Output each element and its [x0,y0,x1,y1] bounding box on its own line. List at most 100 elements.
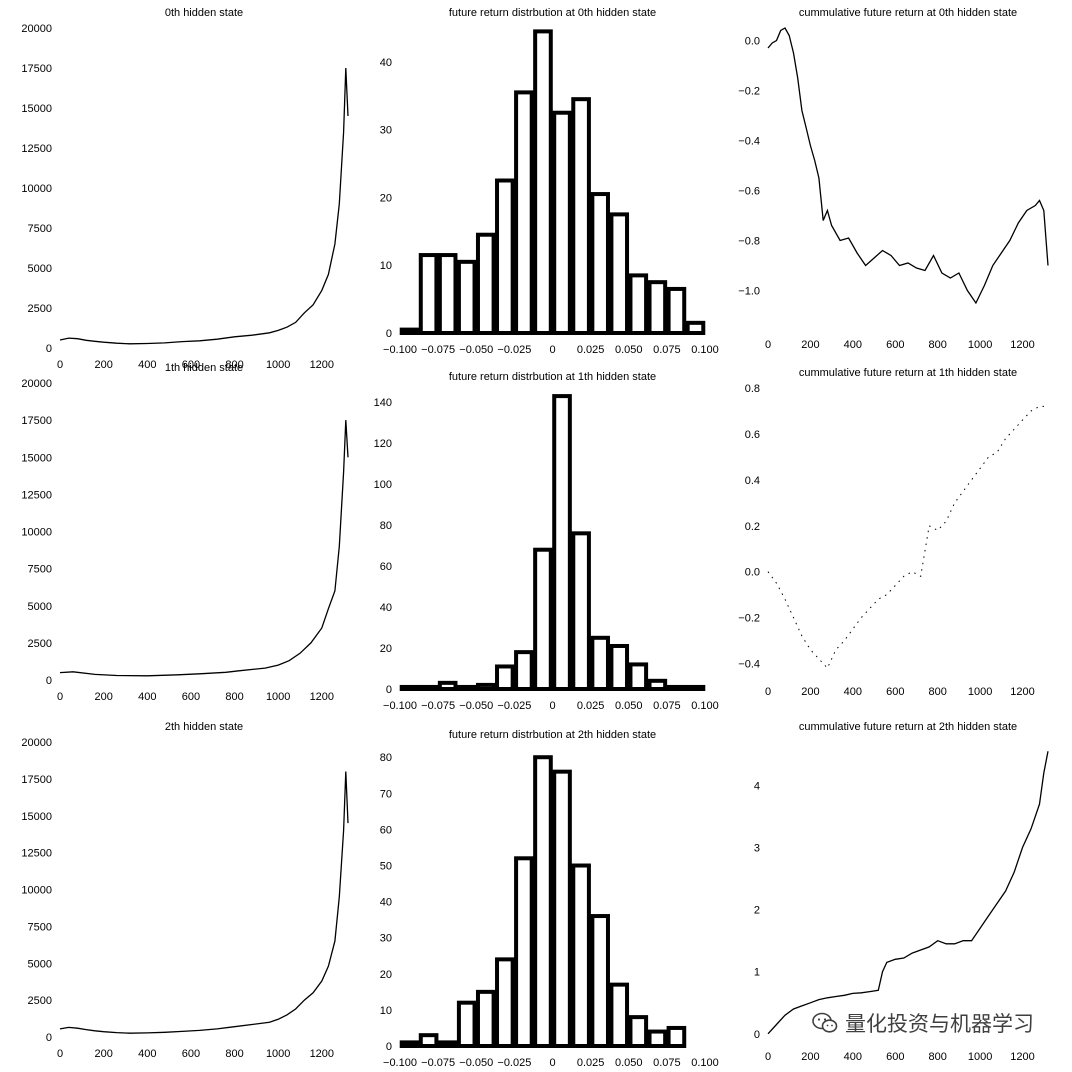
y-tick-label: 100 [374,479,392,491]
histogram-bar [418,684,439,691]
watermark-text: 量化投资与机器学习 [845,1013,1034,1036]
subplot-title: future return distrbution at 0th hidden … [449,7,656,19]
histogram-bar [552,769,572,1048]
histogram-bar [590,635,610,691]
y-tick-label: 20 [380,643,392,655]
x-tick-label: −0.075 [421,700,455,712]
x-tick-label: 400 [844,686,862,698]
histogram-bar [628,1015,649,1048]
subplot-title: 2th hidden state [165,721,243,733]
x-tick-label: 1000 [968,1051,992,1063]
x-tick-label: 1000 [266,359,290,371]
x-tick-label: 400 [844,1051,862,1063]
histogram-bar [533,29,553,336]
y-tick-label: −0.4 [738,659,760,671]
x-tick-label: 600 [886,686,904,698]
y-tick-label: 60 [380,561,392,573]
x-tick-label: 200 [94,1048,112,1060]
histogram-bar [571,863,591,1049]
y-tick-label: 20 [380,969,392,981]
histogram-bar [533,547,553,691]
y-tick-label: 4 [754,780,760,792]
y-tick-label: 7500 [28,564,52,576]
histogram-bar [685,320,706,336]
x-tick-label: 1200 [1010,1051,1034,1063]
y-tick-label: 40 [380,602,392,614]
y-tick-label: 17500 [21,774,52,786]
x-tick-label: 800 [929,1051,947,1063]
y-tick-label: 5000 [28,263,52,275]
x-tick-label: −0.100 [383,1057,417,1069]
y-tick-label: 30 [380,125,392,137]
histogram-bar [475,682,496,691]
x-tick-label: 0.050 [615,700,643,712]
x-tick-label: 1200 [310,359,334,371]
histogram-bar [456,259,477,336]
y-tick-label: 0.6 [745,429,760,441]
x-tick-label: −0.075 [421,344,455,356]
histogram-bar [609,982,630,1049]
y-tick-label: 20 [380,192,392,204]
x-tick-label: 600 [886,339,904,351]
x-tick-label: 1000 [968,339,992,351]
y-tick-label: 15000 [21,452,52,464]
x-tick-label: 200 [801,339,819,351]
x-tick-label: 800 [929,339,947,351]
histogram-bar [514,90,534,335]
series-line [767,405,1048,669]
x-tick-label: 1200 [310,1048,334,1060]
subplot-title: 0th hidden state [165,7,243,19]
x-tick-label: −0.025 [497,700,531,712]
y-tick-label: 80 [380,520,392,532]
x-tick-label: 1000 [266,691,290,703]
histogram-bar [590,192,610,335]
x-tick-label: 400 [138,359,156,371]
subplot-title: cummulative future return at 1th hidden … [799,367,1017,379]
y-tick-label: 80 [380,752,392,764]
y-tick-label: 20000 [21,23,52,35]
x-tick-label: −0.100 [383,344,417,356]
x-tick-label: −0.050 [459,344,493,356]
subplot-0: 0th hidden state025005000750010000125001… [21,7,349,371]
histogram-bar [552,110,572,335]
x-tick-label: 0 [765,339,771,351]
y-tick-label: 70 [380,788,392,800]
subplot-2: cummulative future return at 0th hidden … [738,7,1049,351]
x-tick-label: 800 [929,686,947,698]
x-tick-label: 0.050 [615,1057,643,1069]
histogram-bar [514,650,534,692]
y-tick-label: 30 [380,933,392,945]
y-tick-label: 2500 [28,995,52,1007]
y-tick-label: −0.4 [738,136,760,148]
subplot-title: future return distrbution at 1th hidden … [449,371,656,383]
y-tick-label: 0 [754,1029,760,1041]
histogram-bar [437,1040,458,1049]
y-tick-label: 0.0 [745,567,760,579]
y-tick-label: 0 [386,328,392,340]
histogram-bar [666,1025,687,1048]
histogram-bar [666,684,687,691]
x-tick-label: −0.050 [459,700,493,712]
y-tick-label: −0.2 [738,613,760,625]
x-tick-label: 0.100 [691,1057,719,1069]
x-tick-label: −0.025 [497,344,531,356]
x-tick-label: 0.025 [577,344,605,356]
x-tick-label: 400 [844,339,862,351]
y-tick-label: 10 [380,260,392,272]
x-tick-label: 200 [94,691,112,703]
wechat-icon [812,1012,838,1033]
y-tick-label: 10000 [21,527,52,539]
histogram-bar [647,1029,668,1049]
histogram-bar [475,232,496,336]
histogram-bar [590,914,610,1048]
histogram-bar [418,1033,439,1049]
y-tick-label: 15000 [21,103,52,115]
x-tick-label: −0.100 [383,700,417,712]
histogram-bar [628,662,649,692]
y-tick-label: 10000 [21,183,52,195]
x-tick-label: 0.075 [653,1057,681,1069]
x-tick-label: 600 [182,691,200,703]
y-tick-label: −0.6 [738,186,760,198]
y-tick-label: 5000 [28,958,52,970]
x-tick-label: 400 [138,691,156,703]
